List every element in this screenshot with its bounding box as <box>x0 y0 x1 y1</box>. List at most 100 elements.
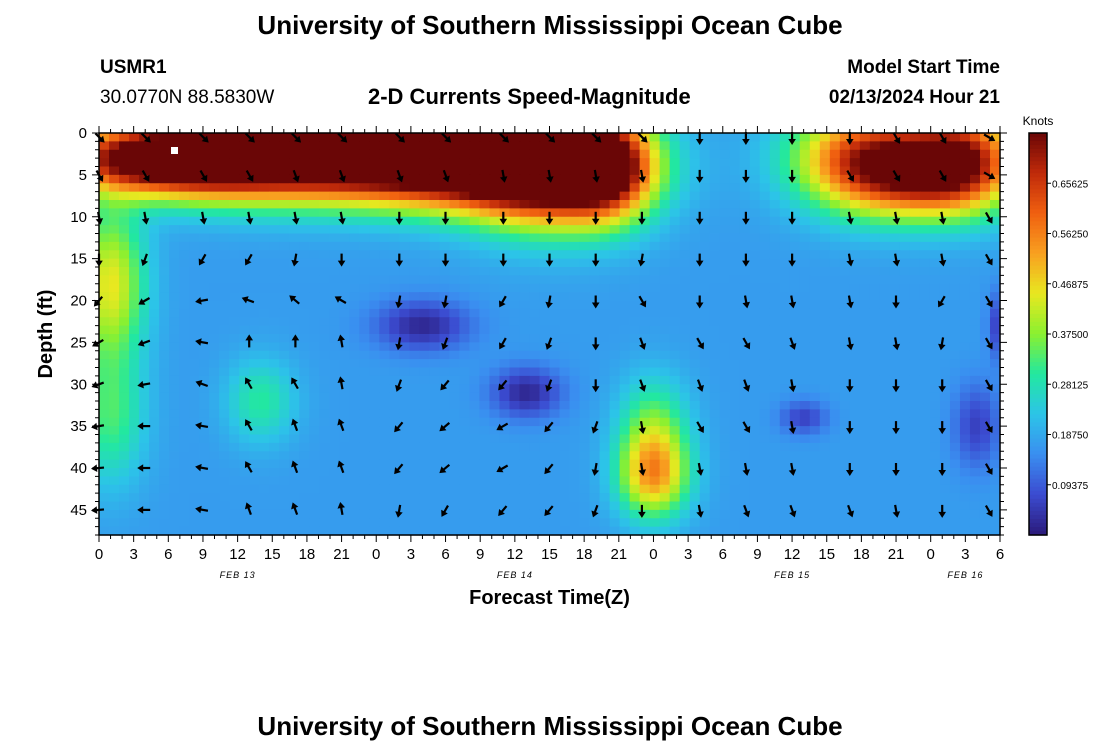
heatmap-cell <box>599 476 611 486</box>
heatmap-cell <box>299 258 310 268</box>
heatmap-cell <box>589 325 601 335</box>
heatmap-cell <box>809 518 821 528</box>
heatmap-cell <box>399 359 410 369</box>
heatmap-cell <box>359 484 370 494</box>
heatmap-cell <box>909 493 921 503</box>
heatmap-cell <box>339 417 350 427</box>
heatmap-cell <box>389 233 400 243</box>
heatmap-cell <box>759 451 771 461</box>
heatmap-cell <box>119 133 130 142</box>
heatmap-cell <box>269 241 280 251</box>
heatmap-cell <box>739 225 751 235</box>
heatmap-cell <box>739 325 751 335</box>
heatmap-cell <box>209 174 220 184</box>
heatmap-cell <box>559 241 571 251</box>
heatmap-cell <box>919 392 931 402</box>
current-vector-arrow <box>591 421 599 434</box>
heatmap-cell <box>389 267 400 276</box>
heatmap-cell <box>829 526 841 536</box>
heatmap-cell <box>429 250 440 260</box>
heatmap-cell <box>589 158 601 168</box>
heatmap-cell <box>279 292 290 302</box>
heatmap-cell <box>669 200 681 209</box>
heatmap-cell <box>739 442 751 452</box>
heatmap-cell <box>169 317 180 327</box>
heatmap-cell <box>869 250 881 260</box>
heatmap-cell <box>159 509 170 519</box>
heatmap-cell <box>179 342 190 352</box>
heatmap-cell <box>929 501 941 511</box>
heatmap-cell <box>289 200 300 209</box>
heatmap-cell <box>489 392 501 402</box>
heatmap-cell <box>279 133 290 142</box>
current-vector-arrow <box>696 421 704 434</box>
heatmap-cell <box>319 233 330 243</box>
heatmap-cell <box>179 417 190 427</box>
heatmap-cell <box>149 434 160 444</box>
heatmap-cell <box>319 476 330 486</box>
heatmap-cell <box>109 518 120 528</box>
heatmap-cell <box>609 233 621 243</box>
heatmap-cell <box>199 426 210 436</box>
heatmap-cell <box>899 275 911 285</box>
heatmap-cell <box>569 526 581 536</box>
heatmap-cell <box>569 451 581 461</box>
heatmap-cell <box>199 158 210 168</box>
x-tick-label: 15 <box>541 546 558 563</box>
heatmap-cell <box>829 133 841 142</box>
heatmap-cell <box>109 141 120 151</box>
heatmap-cell <box>919 241 931 251</box>
heatmap-cell <box>729 392 741 402</box>
heatmap-cell <box>749 367 761 377</box>
heatmap-cell <box>829 493 841 503</box>
heatmap-cell <box>299 501 310 511</box>
heatmap-cell <box>239 493 250 503</box>
heatmap-cell <box>149 342 160 352</box>
heatmap-cell <box>229 241 240 251</box>
heatmap-cell <box>629 401 641 410</box>
heatmap-cell <box>749 317 761 327</box>
heatmap-cell <box>819 250 831 260</box>
heatmap-cell <box>859 392 871 402</box>
heatmap-cell <box>299 493 310 503</box>
current-vector-arrow <box>498 379 508 391</box>
heatmap-cell <box>99 459 110 469</box>
heatmap-cell <box>209 342 220 352</box>
heatmap-cell <box>269 359 280 369</box>
current-vector-arrow <box>742 462 750 476</box>
heatmap-cell <box>749 216 761 226</box>
heatmap-cell <box>189 417 200 427</box>
heatmap-cell <box>669 417 681 427</box>
heatmap-cell <box>609 334 621 343</box>
heatmap-cell <box>259 133 270 142</box>
heatmap-cell <box>679 258 691 268</box>
heatmap-cell <box>659 417 671 427</box>
current-vector-arrow <box>984 505 993 517</box>
heatmap-cell <box>439 292 450 302</box>
heatmap-cell <box>259 426 270 436</box>
heatmap-cell <box>589 526 601 536</box>
current-vector-arrow <box>984 337 993 350</box>
heatmap-cell <box>979 174 991 184</box>
heatmap-cell <box>189 225 200 235</box>
heatmap-cell <box>979 183 991 193</box>
heatmap-cell <box>819 342 831 352</box>
heatmap-cell <box>529 526 541 536</box>
heatmap-cell <box>499 149 511 159</box>
colorbar-segment <box>1029 338 1047 343</box>
heatmap-cell <box>469 158 481 168</box>
colorbar-segment <box>1029 321 1047 327</box>
heatmap-cell <box>519 267 531 276</box>
heatmap-cell <box>819 509 831 519</box>
heatmap-cell <box>919 174 931 184</box>
heatmap-cell <box>109 476 120 486</box>
heatmap-cell <box>739 267 751 276</box>
heatmap-cell <box>419 149 430 159</box>
current-vector-arrow <box>892 421 900 435</box>
heatmap-cell <box>579 342 591 352</box>
heatmap-cell <box>109 451 120 461</box>
heatmap-cell <box>429 350 440 360</box>
heatmap-cell <box>799 258 811 268</box>
heatmap-cell <box>819 283 831 293</box>
current-vector-arrow <box>338 211 346 225</box>
